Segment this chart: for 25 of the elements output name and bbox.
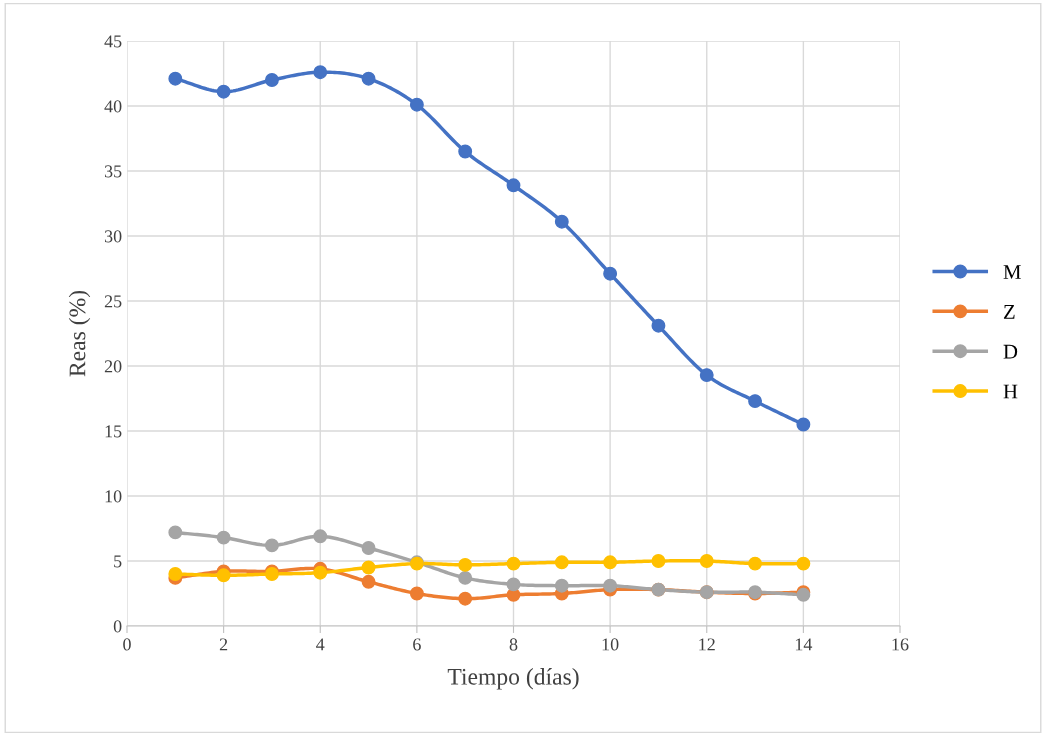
x-tick-label: 6 [413,638,421,651]
y-tick-label: 40 [104,100,122,113]
x-tick-label: 14 [795,638,813,651]
x-axis-title: Tiempo (días) [447,668,579,690]
legend-label: Z [1003,305,1015,319]
x-tick-label: 16 [892,638,909,651]
legend-label: M [1003,265,1021,279]
y-tick-label: 0 [113,620,122,633]
x-tick-label: 8 [509,638,518,651]
y-tick-label: 30 [104,230,122,243]
x-tick-label: 12 [699,638,715,651]
y-tick-label: 25 [104,295,122,308]
y-axis-title: Reas (%) [68,290,91,377]
x-tick-label: 2 [219,638,228,651]
y-tick-label: 15 [105,425,122,438]
y-tick-label: 45 [104,35,122,48]
y-tick-label: 5 [114,555,122,568]
x-tick-label: 10 [602,638,619,651]
y-tick-label: 35 [104,165,122,178]
y-tick-label: 10 [105,490,122,503]
legend-label: H [1003,384,1018,399]
x-tick-label: 0 [123,638,131,651]
legend-label: D [1003,344,1018,359]
y-tick-label: 20 [104,360,122,373]
x-tick-label: 4 [316,638,325,651]
